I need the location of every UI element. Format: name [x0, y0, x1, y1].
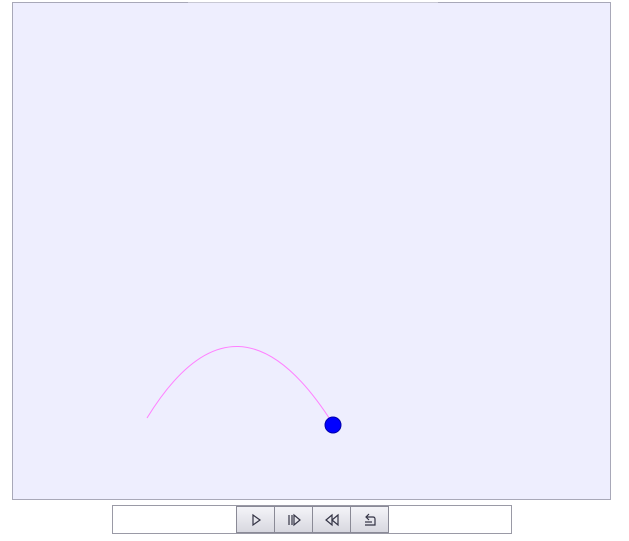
reset-icon	[364, 513, 376, 526]
step-forward-icon	[287, 513, 301, 526]
step-forward-button[interactable]	[274, 506, 312, 533]
trajectory-path	[146, 346, 334, 425]
playback-buttons	[236, 506, 389, 533]
rewind-icon	[324, 513, 339, 526]
play-icon	[251, 513, 261, 526]
playback-control-bar	[112, 505, 512, 534]
play-button[interactable]	[236, 506, 274, 533]
projectile-ball[interactable]	[324, 416, 342, 434]
canvas-top-edge	[188, 2, 438, 3]
simulation-canvas[interactable]	[12, 2, 611, 500]
reset-button[interactable]	[350, 506, 389, 533]
simulation-drawing	[146, 346, 342, 434]
rewind-button[interactable]	[312, 506, 350, 533]
